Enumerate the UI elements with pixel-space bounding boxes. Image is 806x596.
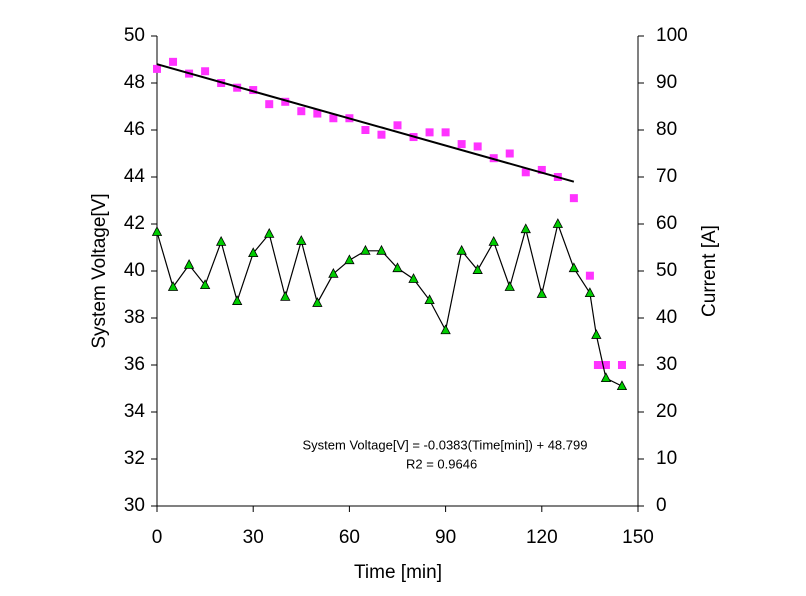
data-point: [297, 107, 306, 116]
y2-tick-label: 100: [656, 25, 688, 46]
equation: System Voltage[V] = -0.0383(Time[min]) +…: [303, 437, 588, 452]
y-tick-label: 48: [124, 72, 145, 93]
data-point: [344, 254, 355, 265]
y2-tick-label: 10: [656, 448, 677, 469]
data-point: [585, 271, 594, 280]
data-point: [440, 324, 451, 335]
data-point: [472, 264, 483, 274]
data-point: [600, 372, 612, 383]
data-point: [569, 194, 578, 203]
y-tick-label: 42: [124, 213, 145, 234]
data-point: [552, 218, 563, 228]
data-point: [568, 262, 580, 273]
data-point: [215, 236, 227, 246]
data-point: [248, 247, 259, 258]
y-tick-label: 38: [124, 307, 145, 328]
y2-tick-label: 30: [656, 354, 677, 375]
data-point: [441, 128, 450, 137]
data-point: [232, 295, 243, 305]
y-tick-label: 46: [124, 119, 145, 140]
y2-tick-label: 80: [656, 119, 677, 140]
x-tick-label: 120: [526, 527, 558, 548]
data-point: [520, 223, 531, 234]
y2-tick-label: 0: [656, 495, 667, 516]
data-point: [617, 361, 626, 369]
data-point: [281, 97, 290, 106]
y2-tick-label: 40: [656, 307, 677, 328]
data-point: [457, 140, 466, 149]
data-point: [505, 149, 514, 158]
data-point: [313, 109, 322, 118]
data-point: [537, 165, 546, 174]
x-tick-label: 60: [339, 527, 360, 548]
data-point: [616, 380, 628, 391]
x-axis-label: Time [min]: [354, 562, 442, 583]
data-point: [265, 100, 274, 109]
y-tick-label: 36: [124, 354, 145, 375]
data-point: [392, 262, 403, 273]
y2-tick-label: 20: [656, 401, 677, 422]
y-tick-label: 40: [124, 260, 145, 281]
y-tick-label: 30: [124, 495, 145, 516]
data-point: [593, 361, 602, 369]
x-tick-label: 150: [622, 527, 654, 548]
series-line: [156, 63, 575, 183]
data-point: [601, 361, 610, 369]
y2-tick-label: 90: [656, 72, 677, 93]
data-point: [376, 244, 387, 255]
y-tick-label: 44: [124, 166, 146, 187]
data-point: [153, 64, 161, 73]
data-point: [312, 297, 323, 307]
y2-tick-label: 70: [656, 166, 677, 187]
data-point: [591, 329, 602, 339]
y2-tick-label: 50: [656, 260, 677, 281]
data-point: [361, 126, 370, 134]
y-tick-label: 32: [124, 448, 145, 469]
data-point: [584, 287, 596, 297]
data-point: [456, 244, 467, 255]
data-point: [328, 267, 339, 278]
data-point: [393, 121, 402, 130]
y2-axis-label: Current [A]: [699, 225, 720, 317]
data-point: [424, 294, 435, 305]
data-point: [201, 67, 210, 76]
r-squared: R2 = 0.9646: [406, 456, 477, 471]
data-point: [536, 288, 547, 298]
data-point: [473, 142, 482, 151]
data-point: [249, 86, 258, 95]
data-point: [296, 235, 307, 245]
x-tick-label: 90: [435, 527, 456, 548]
data-point: [280, 290, 291, 301]
y-tick-label: 50: [124, 25, 145, 46]
data-point: [504, 281, 515, 291]
data-point: [151, 226, 163, 236]
x-tick-label: 0: [152, 527, 163, 548]
data-point: [488, 236, 499, 246]
data-point: [329, 114, 338, 123]
data-point: [199, 279, 211, 290]
data-point: [169, 57, 178, 66]
y-tick-label: 34: [124, 401, 146, 422]
data-point: [264, 228, 275, 238]
data-point: [521, 168, 530, 177]
data-point: [167, 281, 179, 291]
x-tick-label: 30: [243, 527, 264, 548]
y-axis-label: System Voltage[V]: [89, 193, 110, 348]
series-line: [156, 221, 623, 387]
y2-tick-label: 60: [656, 213, 677, 234]
data-point: [408, 273, 419, 283]
data-point: [377, 130, 386, 139]
data-point: [360, 244, 371, 255]
data-point: [425, 128, 434, 137]
data-point: [183, 259, 195, 269]
